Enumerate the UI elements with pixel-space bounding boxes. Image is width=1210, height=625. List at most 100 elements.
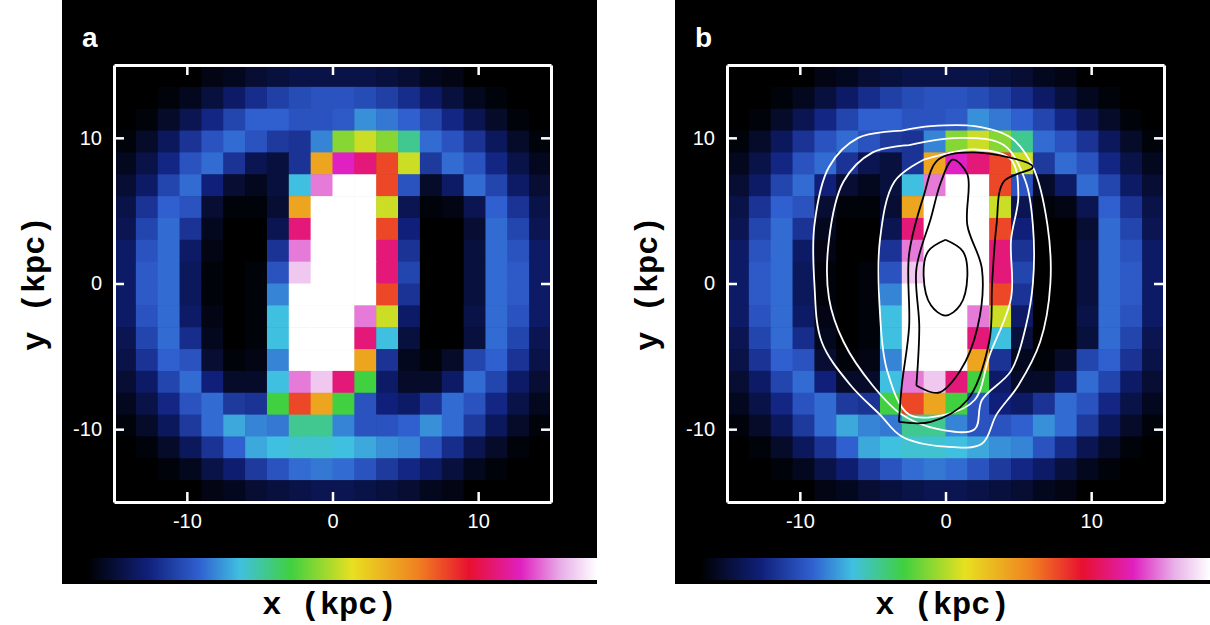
cell — [771, 109, 793, 131]
cell — [223, 349, 245, 371]
cell — [507, 174, 529, 196]
cell — [180, 415, 202, 437]
cell — [1077, 305, 1099, 327]
cell — [858, 458, 880, 480]
cell — [529, 349, 551, 371]
cell — [529, 436, 551, 458]
cell — [267, 480, 289, 502]
cell — [201, 262, 223, 284]
cell — [136, 415, 158, 437]
cell — [398, 218, 420, 240]
cell — [464, 305, 486, 327]
cell — [289, 327, 311, 349]
cell — [529, 284, 551, 306]
cell — [376, 458, 398, 480]
cell — [267, 371, 289, 393]
cell — [333, 393, 355, 415]
cell — [836, 327, 858, 349]
cell — [158, 131, 180, 153]
cell — [836, 415, 858, 437]
cell — [1098, 87, 1120, 109]
cell — [136, 458, 158, 480]
cell — [1098, 415, 1120, 437]
cell — [464, 327, 486, 349]
tick-mark — [541, 283, 551, 286]
cell — [354, 349, 376, 371]
cell — [1055, 415, 1077, 437]
cell — [793, 152, 815, 174]
cell — [311, 349, 333, 371]
cell — [201, 174, 223, 196]
cell — [376, 65, 398, 87]
cell — [398, 436, 420, 458]
cell — [354, 305, 376, 327]
tick-label: 0 — [327, 510, 338, 532]
cell — [749, 262, 771, 284]
cell — [727, 458, 749, 480]
cell — [114, 349, 136, 371]
cell — [727, 65, 749, 87]
panel-a: -10010-10010ax (kpc)y (kpc) — [17, 0, 598, 624]
tick — [478, 65, 479, 75]
cell — [771, 240, 793, 262]
cell — [1077, 196, 1099, 218]
cell — [1120, 371, 1142, 393]
cell — [771, 393, 793, 415]
cell — [1033, 152, 1055, 174]
tick-mark — [332, 492, 335, 502]
cell — [376, 415, 398, 437]
cell — [180, 458, 202, 480]
cell — [924, 458, 946, 480]
cell — [158, 152, 180, 174]
cell — [946, 262, 968, 284]
cell — [223, 436, 245, 458]
cell — [1077, 109, 1099, 131]
cell — [289, 305, 311, 327]
cell — [858, 284, 880, 306]
cell — [507, 87, 529, 109]
cell — [223, 305, 245, 327]
cell — [529, 109, 551, 131]
cell — [946, 174, 968, 196]
cell — [114, 393, 136, 415]
cell — [1098, 240, 1120, 262]
tick — [333, 65, 334, 75]
cell — [354, 262, 376, 284]
cell — [485, 305, 507, 327]
cell — [398, 87, 420, 109]
tick-mark — [186, 65, 189, 75]
cell — [201, 458, 223, 480]
cell — [989, 349, 1011, 371]
cell — [442, 371, 464, 393]
cell — [836, 436, 858, 458]
tick: -10 — [786, 492, 815, 532]
cell — [814, 109, 836, 131]
cell — [180, 284, 202, 306]
cell — [771, 218, 793, 240]
cell — [1011, 87, 1033, 109]
cell — [1098, 371, 1120, 393]
cell — [420, 65, 442, 87]
cell — [1098, 262, 1120, 284]
cell — [245, 349, 267, 371]
tick — [1154, 284, 1164, 285]
cell — [1120, 87, 1142, 109]
cell — [114, 218, 136, 240]
cell — [158, 196, 180, 218]
cell — [1011, 174, 1033, 196]
cell — [1142, 305, 1164, 327]
tick-mark — [477, 492, 480, 502]
tick-mark — [1154, 137, 1164, 140]
cell — [311, 458, 333, 480]
cell — [354, 218, 376, 240]
cell — [814, 458, 836, 480]
cell — [924, 349, 946, 371]
contour — [827, 138, 1034, 432]
cell — [529, 240, 551, 262]
cell — [1033, 393, 1055, 415]
cell — [311, 371, 333, 393]
cell — [1011, 349, 1033, 371]
cell — [836, 131, 858, 153]
cell — [902, 458, 924, 480]
cell — [1077, 349, 1099, 371]
